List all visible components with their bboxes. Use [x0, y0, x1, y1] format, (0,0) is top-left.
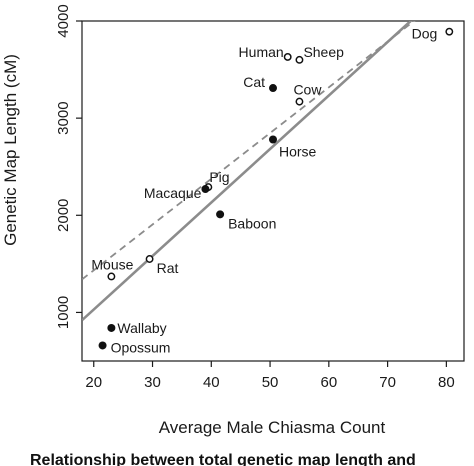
point-label-baboon: Baboon [228, 215, 276, 231]
x-tick-label: 60 [320, 374, 337, 391]
solid-fit-line [82, 21, 413, 322]
x-tick-label: 30 [144, 374, 161, 391]
point-label-horse: Horse [279, 144, 317, 160]
point-mouse [107, 272, 116, 281]
point-label-opossum: Opossum [111, 339, 171, 355]
point-rat [145, 255, 154, 263]
y-tick-label: 1000 [55, 296, 72, 329]
point-wallaby [107, 323, 116, 332]
point-baboon [216, 210, 225, 219]
point-label-cow: Cow [293, 82, 322, 98]
x-tick-label: 20 [85, 374, 102, 391]
point-macaque [201, 185, 210, 194]
x-tick-label: 80 [438, 374, 455, 391]
point-opossum [98, 341, 107, 350]
plot-frame [81, 20, 465, 362]
point-label-rat: Rat [157, 260, 179, 276]
x-tick-label: 40 [203, 374, 220, 391]
point-label-human: Human [239, 44, 284, 60]
point-label-cat: Cat [243, 74, 265, 90]
point-cow [295, 97, 304, 106]
y-tick-label: 2000 [55, 199, 72, 232]
point-label-dog: Dog [412, 26, 438, 42]
y-axis-label: Genetic Map Length (cM) [1, 54, 20, 246]
x-axis-label: Average Male Chiasma Count [159, 418, 386, 437]
y-tick-label: 4000 [55, 4, 72, 37]
x-tick-label: 50 [262, 374, 279, 391]
point-label-macaque: Macaque [144, 185, 202, 201]
x-tick-label: 70 [379, 374, 396, 391]
point-human [283, 52, 292, 61]
point-horse [269, 135, 277, 144]
point-cat [269, 84, 277, 93]
dashed-fit-line [82, 21, 416, 281]
figure-caption: Relationship between total genetic map l… [30, 452, 416, 466]
point-label-sheep: Sheep [303, 44, 344, 60]
point-label-mouse: Mouse [91, 256, 133, 272]
point-sheep [295, 55, 304, 64]
point-label-wallaby: Wallaby [117, 320, 166, 336]
y-tick-label: 3000 [55, 101, 72, 134]
point-dog [445, 27, 454, 36]
point-label-pig: Pig [209, 169, 229, 185]
